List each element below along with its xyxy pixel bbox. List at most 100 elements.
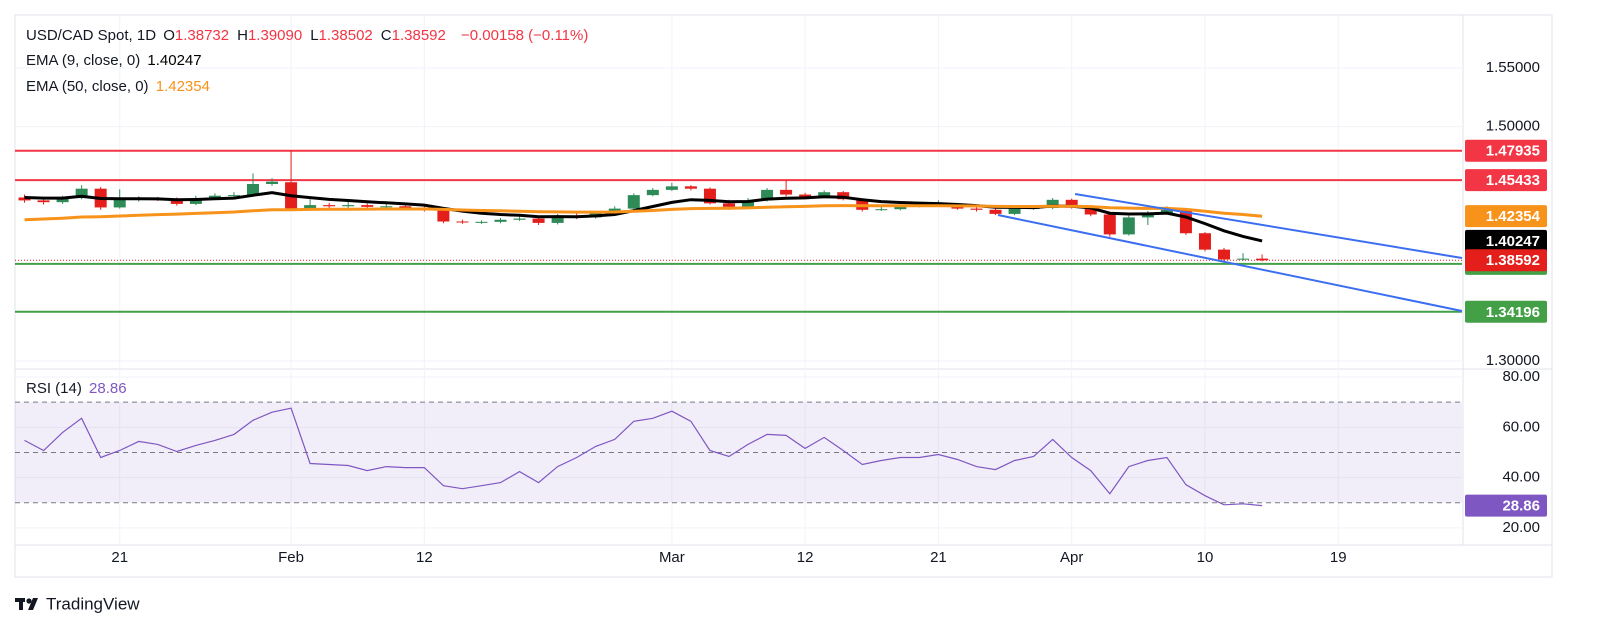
price-tag-bg xyxy=(1465,300,1547,323)
price-tag-bg xyxy=(1465,494,1547,517)
symbol: USD/CAD Spot, 1D xyxy=(26,27,157,44)
candle-body xyxy=(208,195,221,199)
candle-body xyxy=(970,208,983,210)
candle-body xyxy=(818,192,831,197)
candle-body xyxy=(780,189,793,195)
candle-body xyxy=(646,189,659,196)
candle-body xyxy=(304,205,317,209)
y-tick-label: 80.00 xyxy=(1502,368,1540,385)
x-tick-label: Apr xyxy=(1060,549,1083,566)
candle-body xyxy=(227,195,240,197)
ohlc-key: L xyxy=(310,27,319,44)
y-tick-label: 20.00 xyxy=(1502,519,1540,536)
price-tag: 1.42354 xyxy=(1486,208,1541,225)
channel-upper xyxy=(1074,193,1463,259)
ohlc-value: 1.38732 xyxy=(174,27,230,44)
series-line xyxy=(24,204,1263,222)
ema50-name: EMA (50, close, 0) xyxy=(26,78,149,95)
candle-body xyxy=(1218,249,1231,260)
ohlc-value: 1.38502 xyxy=(318,27,373,44)
candle-body xyxy=(170,199,183,204)
ema9-name: EMA (9, close, 0) xyxy=(26,52,141,69)
candle-body xyxy=(1122,217,1135,235)
candle-body xyxy=(1237,258,1250,260)
ohlc-key: O xyxy=(163,27,175,44)
ema9-value: 1.40247 xyxy=(147,52,202,69)
candle-body xyxy=(1103,214,1116,235)
ohlc-key: C xyxy=(380,27,392,44)
candle-body xyxy=(380,206,393,208)
change: −0.00158 (−0.11%) xyxy=(461,27,589,44)
candle-body xyxy=(246,183,259,196)
candle-body xyxy=(1008,208,1021,214)
y-tick-label: 1.30000 xyxy=(1486,352,1540,369)
candle-body xyxy=(399,206,412,209)
x-tick-label: 12 xyxy=(797,549,814,566)
price-tag-bg xyxy=(1465,139,1547,162)
candle-body xyxy=(56,198,69,203)
ohlc: O1.38732 H1.39090 L1.38502 C1.38592 xyxy=(163,27,454,44)
candle-body xyxy=(361,205,374,207)
candle-body xyxy=(1198,233,1211,250)
candle-body xyxy=(551,215,564,223)
candle-body xyxy=(37,200,50,203)
price-tag-bg xyxy=(1465,229,1547,252)
x-tick-label: Mar xyxy=(659,549,685,566)
candle-body xyxy=(1256,258,1269,261)
candle-body xyxy=(722,203,735,207)
plot-layer: 1.30000 1.50000 1.55000 80.00 60.00 40.00 20.0… xyxy=(15,15,1552,566)
y-tick-label: 60.00 xyxy=(1502,418,1540,435)
candle-body xyxy=(761,189,774,201)
header: USD/CAD Spot, 1D O1.38732 H1.39090 L1.3850… xyxy=(26,27,591,44)
candle-body xyxy=(1084,207,1097,215)
candle-body xyxy=(113,199,126,208)
candle-body xyxy=(513,218,526,220)
candle-body xyxy=(494,219,507,222)
frame xyxy=(14,14,1553,578)
candle-body xyxy=(665,186,678,190)
y-tick-label: 40.00 xyxy=(1502,469,1540,486)
candle-body xyxy=(1160,209,1173,214)
logo xyxy=(15,598,38,610)
candle-body xyxy=(1065,199,1078,208)
x-tick-label: 10 xyxy=(1197,549,1214,566)
price-tag: 28.86 xyxy=(1502,498,1540,515)
ohlc-key: H xyxy=(237,27,248,44)
candle-body xyxy=(342,205,355,207)
ema9-legend: EMA (9, close, 0) 1.40247 xyxy=(26,52,205,69)
x-tick-label: 12 xyxy=(416,549,433,566)
x-tick-label: 21 xyxy=(111,549,128,566)
ohlc-value: 1.38592 xyxy=(391,27,446,44)
y-tick-label: 1.55000 xyxy=(1486,59,1540,76)
candle-body xyxy=(1046,199,1059,209)
channel-lower xyxy=(997,214,1463,312)
price-tag: 1.34196 xyxy=(1486,304,1540,321)
candle-body xyxy=(684,186,697,189)
ema50-value: 1.42354 xyxy=(155,78,210,95)
price-tag: 1.47935 xyxy=(1486,143,1540,160)
x-tick-label: Feb xyxy=(278,549,304,566)
candle-body xyxy=(799,194,812,197)
candle-body xyxy=(266,181,279,184)
x-tick-label: 21 xyxy=(930,549,947,566)
ohlc-value: 1.39090 xyxy=(247,27,303,44)
candle-body xyxy=(875,209,888,211)
price-tag-bg xyxy=(1465,169,1547,192)
series-line xyxy=(24,407,1263,507)
candle-body xyxy=(437,209,450,222)
price-tag: 1.38592 xyxy=(1486,252,1540,269)
candle-body xyxy=(989,209,1002,214)
candle-body xyxy=(323,205,336,207)
rsi-name: RSI (14) xyxy=(26,380,82,397)
price-tag: 1.45433 xyxy=(1486,172,1540,189)
rsi-legend: RSI (14) 28.86 xyxy=(26,380,130,397)
candle-body xyxy=(742,200,755,207)
footer-brand: TradingView xyxy=(46,594,140,613)
candle-body xyxy=(894,206,907,210)
candle-body xyxy=(456,221,469,223)
candle-body xyxy=(532,218,545,223)
price-tag-bg xyxy=(1465,205,1547,228)
candle-body xyxy=(75,188,88,199)
candle-body xyxy=(627,195,640,209)
